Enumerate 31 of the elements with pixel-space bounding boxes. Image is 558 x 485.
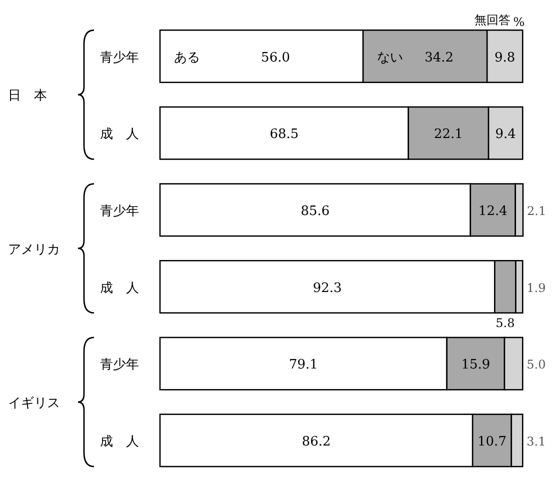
series-label: ある: [174, 50, 200, 66]
data-label: 56.0: [261, 50, 290, 66]
data-label: 5.0: [526, 358, 546, 372]
data-label: 1.9: [526, 280, 546, 295]
data-label: 5.8: [496, 316, 515, 330]
data-label: 34.2: [424, 50, 454, 66]
data-label: 9.8: [494, 50, 516, 66]
y-tick-label: 青少年: [100, 204, 139, 219]
series-label: 無回答: [474, 13, 511, 28]
text: アメリカ: [8, 242, 60, 258]
y-tick-label: 成 人: [100, 280, 139, 296]
data-label: 68.5: [270, 127, 299, 142]
y-tick-label: 成 人: [100, 434, 139, 450]
text: イギリス: [8, 396, 60, 412]
data-label: 85.6: [300, 204, 330, 219]
text: 日 本: [8, 88, 47, 104]
y-tick-label: 成 人: [100, 127, 139, 142]
data-label: 92.3: [312, 280, 342, 296]
data-label: 10.7: [478, 434, 506, 450]
annotation: %: [513, 15, 525, 29]
data-label: 9.4: [495, 127, 516, 142]
data-label: 22.1: [434, 127, 463, 142]
series-label: ない: [377, 50, 404, 66]
data-label: 15.9: [461, 358, 490, 373]
data-label: 79.1: [288, 358, 318, 373]
data-label: 3.1: [526, 434, 546, 448]
y-tick-label: 青少年: [100, 50, 139, 66]
data-label: 2.1: [527, 204, 546, 218]
y-tick-label: 青少年: [100, 358, 139, 373]
data-label: 86.2: [302, 434, 331, 450]
data-label: 12.4: [478, 204, 508, 219]
